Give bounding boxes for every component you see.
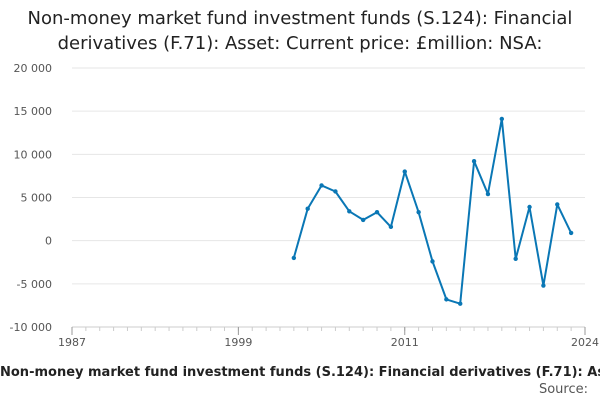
data-point (485, 191, 491, 197)
series-line (292, 117, 573, 305)
chart-title: Non-money market fund investment funds (… (27, 8, 573, 54)
data-point (527, 204, 532, 210)
data-point (388, 224, 394, 230)
data-point (347, 209, 352, 214)
y-tick-label: 5 000 (21, 192, 53, 205)
data-point (360, 217, 366, 223)
data-point (430, 259, 435, 264)
y-axis-tick-labels: -10 000 -5 000 0 5 000 10 000 15 000 20 000 (10, 62, 52, 334)
data-point (305, 206, 310, 211)
data-point (374, 209, 380, 215)
data-point (499, 116, 505, 122)
y-tick-label: -10 000 (10, 321, 52, 334)
data-point (513, 256, 518, 261)
data-point (319, 183, 324, 188)
y-tick-label: -5 000 (17, 278, 52, 291)
data-point (568, 230, 574, 236)
data-point (458, 301, 463, 306)
x-axis-label: Non-money market fund investment funds (… (0, 365, 600, 380)
data-point (541, 283, 546, 288)
series-line-layer (292, 117, 573, 305)
y-tick-label: 20 000 (14, 62, 53, 75)
x-axis: 1987 1999 2011 2024 (58, 326, 599, 349)
y-tick-label: 15 000 (14, 105, 53, 118)
data-point (291, 255, 297, 261)
x-tick-label: 1987 (58, 336, 86, 349)
data-point (402, 169, 407, 174)
data-point (333, 189, 338, 194)
x-tick-label: 2011 (391, 336, 419, 349)
data-point (444, 297, 449, 302)
x-tick-label: 2024 (571, 336, 599, 349)
grid-lines (72, 67, 585, 328)
source-label: Source: (538, 382, 588, 397)
data-point (416, 209, 421, 215)
data-point (555, 202, 560, 207)
x-tick-label: 1999 (224, 336, 252, 349)
y-tick-label: 10 000 (14, 148, 53, 161)
series-points-layer (291, 116, 574, 306)
y-tick-label: 0 (45, 235, 52, 248)
data-point (471, 159, 477, 164)
